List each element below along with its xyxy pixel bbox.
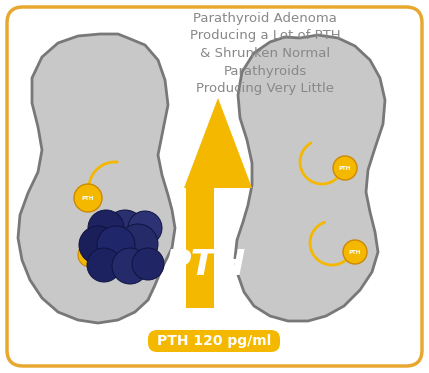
Text: PTH 120 pg/ml: PTH 120 pg/ml — [157, 334, 271, 348]
Circle shape — [97, 226, 135, 264]
Text: PTH: PTH — [82, 195, 94, 201]
Text: PTH: PTH — [164, 248, 246, 282]
Circle shape — [343, 240, 367, 264]
Circle shape — [132, 248, 164, 280]
Polygon shape — [235, 35, 385, 321]
Circle shape — [79, 226, 117, 264]
Circle shape — [333, 156, 357, 180]
Text: Parathyroid Adenoma
Producing a Lot of PTH
& Shrunken Normal
Parathyroids
Produc: Parathyroid Adenoma Producing a Lot of P… — [190, 12, 340, 95]
Circle shape — [87, 248, 121, 282]
Polygon shape — [18, 34, 175, 323]
Circle shape — [105, 210, 145, 250]
Circle shape — [128, 211, 162, 245]
Text: PTH: PTH — [339, 166, 351, 170]
Circle shape — [112, 248, 148, 284]
Text: PTH: PTH — [349, 250, 361, 254]
Circle shape — [78, 243, 102, 267]
Circle shape — [88, 210, 124, 246]
FancyBboxPatch shape — [7, 7, 422, 366]
Polygon shape — [184, 98, 252, 308]
Circle shape — [118, 224, 158, 264]
Circle shape — [74, 184, 102, 212]
FancyBboxPatch shape — [148, 330, 280, 352]
